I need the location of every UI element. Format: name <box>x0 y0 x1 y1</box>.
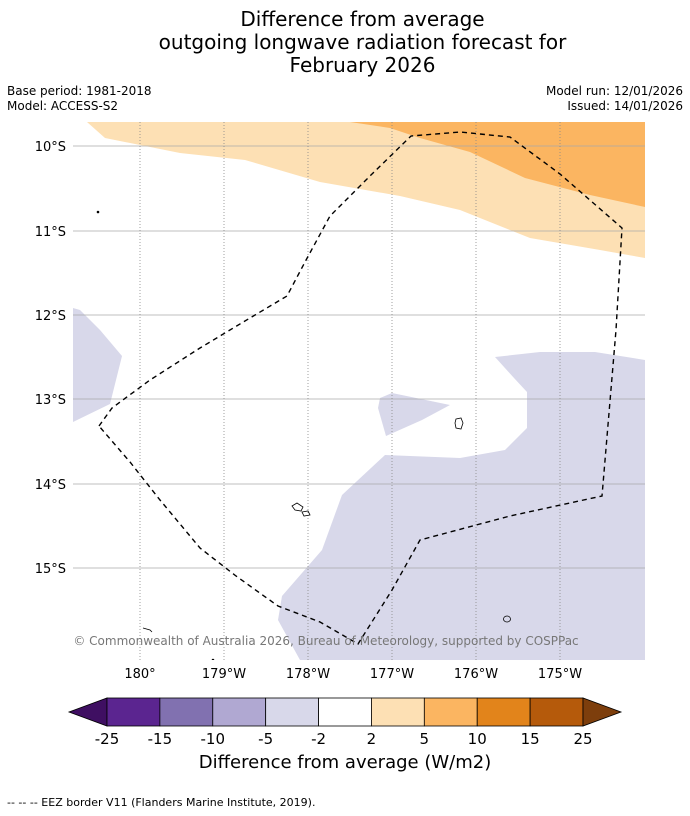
islands <box>96 210 511 660</box>
lon-label: 177°W <box>370 667 414 682</box>
grid-lines <box>73 122 645 660</box>
island-dot-2 <box>211 658 215 660</box>
eez-legend: -- -- -- EEZ border V11 (Flanders Marine… <box>7 796 316 809</box>
colorbar-tick-label: -5 <box>258 730 273 748</box>
colorbar-tick-label: -2 <box>311 730 326 748</box>
island-north <box>291 502 304 512</box>
colorbar-title: Difference from average (W/m2) <box>198 752 492 773</box>
colorbar <box>67 697 623 727</box>
lon-label: 176°W <box>454 667 498 682</box>
colorbar-tick-label: 10 <box>468 730 487 748</box>
meta-left: Base period: 1981-2018 Model: ACCESS-S2 <box>7 84 152 114</box>
anomaly-5-to-10-band <box>350 122 645 207</box>
lon-label: 175°W <box>538 667 582 682</box>
model-run: Model run: 12/01/2026 <box>545 84 683 98</box>
lon-label: 178°W <box>286 667 330 682</box>
island-south-west <box>142 627 153 633</box>
lon-label: 179°W <box>202 667 246 682</box>
colorbar-segment <box>159 697 214 727</box>
colorbar-segment <box>529 697 584 727</box>
model-name: Model: ACCESS-S2 <box>7 99 119 113</box>
map-plot-area: © Commonwealth of Australia 2026, Bureau… <box>73 122 645 660</box>
anomaly-neg-2-to-5-small <box>378 393 450 436</box>
copyright-text: © Commonwealth of Australia 2026, Bureau… <box>73 634 578 648</box>
meta-right: Model run: 12/01/2026 Issued: 14/01/2026 <box>546 84 683 114</box>
anomaly-neg-2-to-5-west <box>73 308 122 422</box>
colorbar-tick-label: 2 <box>367 730 377 748</box>
island-south-east <box>503 615 511 623</box>
base-period: Base period: 1981-2018 <box>7 84 152 98</box>
colorbar-tick-label: -10 <box>201 730 226 748</box>
colorbar-segment <box>476 697 531 727</box>
title-line-3: February 2026 <box>289 53 436 77</box>
lat-labels: 10°S 11°S 12°S 13°S 14°S 15°S <box>35 140 66 577</box>
colorbar-segment <box>371 697 425 727</box>
lon-label: 180° <box>124 667 155 682</box>
lat-label: 13°S <box>35 393 66 408</box>
lat-label: 15°S <box>35 562 66 577</box>
lon-labels: 180° 179°W 178°W 177°W 176°W 175°W <box>124 667 582 682</box>
island-north-small <box>301 510 311 517</box>
colorbar-segment <box>318 697 372 727</box>
colorbar-segment <box>423 697 478 727</box>
colorbar-tick-label: 25 <box>573 730 592 748</box>
lat-label: 11°S <box>35 225 66 240</box>
colorbar-tick-label: 15 <box>521 730 540 748</box>
colorbar-segment <box>265 697 319 727</box>
island-futuna <box>454 417 464 430</box>
lat-label: 12°S <box>35 309 66 324</box>
colorbar-tick-labels: -25 -15 -10 -5 -2 2 5 10 15 25 <box>95 730 593 748</box>
colorbar-tick-label: 5 <box>420 730 430 748</box>
lat-label: 14°S <box>35 478 66 493</box>
lat-label: 10°S <box>35 140 66 155</box>
chart-title: Difference from average outgoing longwav… <box>0 8 690 77</box>
island-dot <box>96 210 100 214</box>
title-line-2: outgoing longwave radiation forecast for <box>158 30 567 54</box>
issued-date: Issued: 14/01/2026 <box>567 99 683 113</box>
colorbar-tick-label: -25 <box>95 730 120 748</box>
title-line-1: Difference from average <box>240 7 485 31</box>
colorbar-segment <box>106 697 161 727</box>
colorbar-extend-high <box>582 697 623 727</box>
colorbar-segment <box>212 697 267 727</box>
eez-border <box>98 131 623 645</box>
colorbar-extend-low <box>67 697 108 727</box>
colorbar-tick-label: -15 <box>148 730 173 748</box>
anomaly-neg-2-to-5-east <box>278 352 645 660</box>
